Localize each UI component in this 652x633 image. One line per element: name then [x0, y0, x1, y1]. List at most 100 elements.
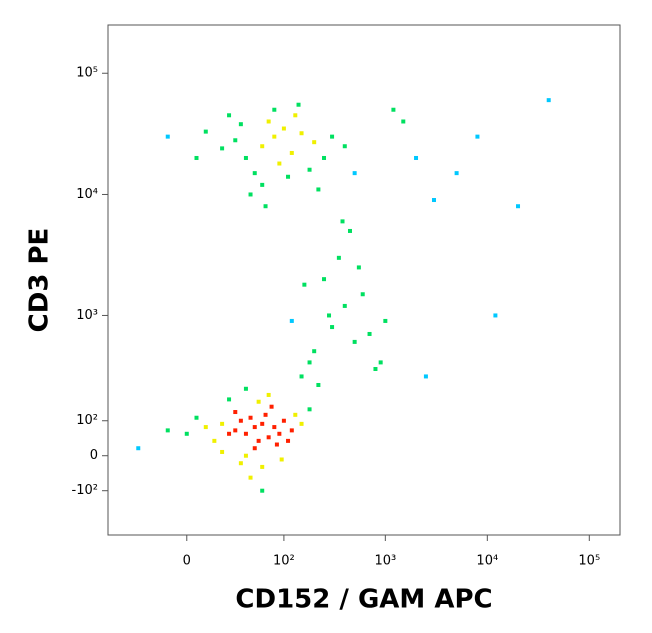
- point: [342, 144, 347, 149]
- point: [266, 435, 271, 440]
- point: [293, 412, 298, 417]
- points: [136, 98, 551, 493]
- y-axis-title: CD3 PE: [25, 228, 55, 333]
- point: [493, 313, 498, 318]
- point: [279, 457, 284, 462]
- point: [220, 421, 225, 426]
- point: [327, 313, 332, 318]
- point: [307, 407, 312, 412]
- point: [256, 438, 261, 443]
- point: [286, 438, 291, 443]
- point: [243, 431, 248, 436]
- point: [423, 374, 428, 379]
- point: [220, 449, 225, 454]
- y-tick-label: 10²: [76, 413, 98, 428]
- point: [289, 150, 294, 155]
- point: [312, 140, 317, 145]
- point: [233, 138, 238, 143]
- point: [243, 155, 248, 160]
- point: [322, 277, 327, 282]
- point: [212, 438, 217, 443]
- point: [194, 415, 199, 420]
- point: [269, 404, 274, 409]
- x-tick-label: 10⁴: [476, 554, 498, 569]
- point: [391, 107, 396, 112]
- point: [347, 228, 352, 233]
- point: [383, 318, 388, 323]
- point: [220, 146, 225, 151]
- y-tick-label: 10³: [76, 308, 98, 323]
- point: [248, 415, 253, 420]
- point: [194, 155, 199, 160]
- point: [184, 431, 189, 436]
- point: [260, 421, 265, 426]
- point: [281, 126, 286, 131]
- point: [289, 428, 294, 433]
- point: [136, 446, 141, 451]
- point: [227, 431, 232, 436]
- point: [227, 397, 232, 402]
- point: [299, 421, 304, 426]
- x-tick-label: 0: [183, 554, 191, 569]
- x-axis-title: CD152 / GAM APC: [235, 585, 492, 615]
- point: [289, 318, 294, 323]
- point: [203, 129, 208, 134]
- point: [352, 171, 357, 176]
- point: [203, 425, 208, 430]
- point: [414, 155, 419, 160]
- point: [243, 386, 248, 391]
- y-tick-label: 10⁵: [76, 66, 98, 81]
- point: [322, 155, 327, 160]
- x-tick-label: 10⁵: [578, 554, 600, 569]
- point: [293, 113, 298, 118]
- point: [260, 488, 265, 493]
- point: [233, 428, 238, 433]
- point: [299, 374, 304, 379]
- point: [260, 144, 265, 149]
- point: [165, 134, 170, 139]
- point: [356, 265, 361, 270]
- point: [360, 292, 365, 297]
- point: [238, 418, 243, 423]
- point: [260, 464, 265, 469]
- point: [238, 461, 243, 466]
- point: [238, 122, 243, 127]
- point: [266, 119, 271, 124]
- point: [340, 219, 345, 224]
- point: [274, 442, 279, 447]
- y-tick-label: 0: [90, 448, 98, 463]
- point: [243, 453, 248, 458]
- point: [401, 119, 406, 124]
- point: [546, 98, 551, 103]
- point: [475, 134, 480, 139]
- point: [373, 366, 378, 371]
- x-tick-label: 10²: [273, 554, 295, 569]
- point: [367, 331, 372, 336]
- point: [378, 360, 383, 365]
- point: [272, 134, 277, 139]
- point: [316, 187, 321, 192]
- point: [248, 192, 253, 197]
- point: [307, 360, 312, 365]
- point: [252, 425, 257, 430]
- point: [281, 418, 286, 423]
- x-tick-label: 10³: [374, 554, 396, 569]
- point: [266, 392, 271, 397]
- point: [312, 349, 317, 354]
- point: [342, 303, 347, 308]
- point: [263, 204, 268, 209]
- point: [256, 399, 261, 404]
- y-tick-label: 10⁴: [76, 187, 98, 202]
- point: [316, 382, 321, 387]
- point: [277, 161, 282, 166]
- point: [431, 198, 436, 203]
- point: [307, 167, 312, 172]
- point: [302, 282, 307, 287]
- point: [233, 410, 238, 415]
- point: [330, 325, 335, 330]
- point: [272, 425, 277, 430]
- point: [263, 412, 268, 417]
- point: [252, 446, 257, 451]
